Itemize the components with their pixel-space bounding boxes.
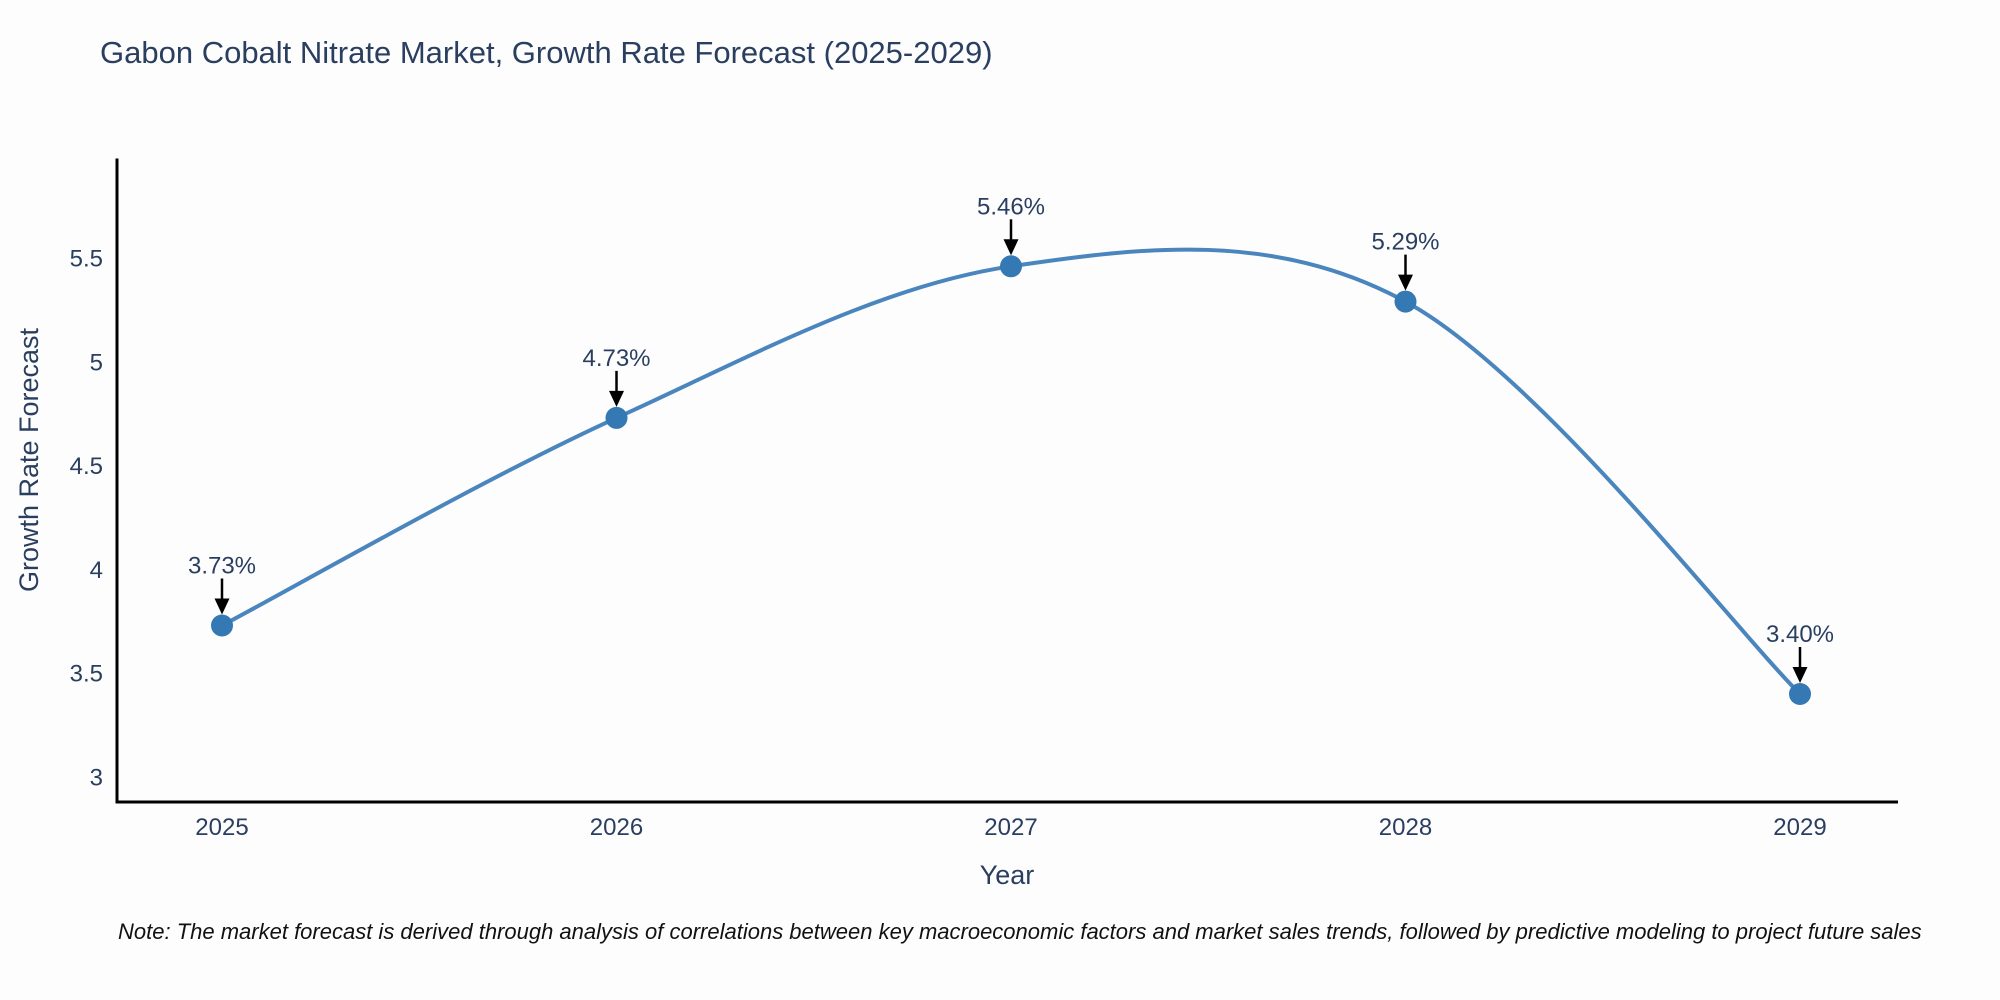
annotation: 5.29%: [1371, 229, 1440, 291]
note-text: Note: The market forecast is derived thr…: [118, 919, 1922, 944]
y-axis-title: Growth Rate Forecast: [14, 327, 44, 592]
data-point-marker: [211, 614, 233, 637]
series-markers: [211, 255, 1811, 705]
series-line: [220, 247, 1802, 696]
x-tick-label: 2029: [1773, 814, 1826, 841]
annotation-arrowhead: [1003, 239, 1019, 256]
x-tick-label: 2026: [590, 814, 643, 841]
annotation-arrowhead: [1792, 667, 1808, 683]
x-tick-label: 2025: [195, 814, 248, 841]
y-tick-label: 4: [90, 557, 103, 584]
y-tick-label: 4.5: [70, 453, 103, 480]
annotation-label: 3.73%: [188, 553, 256, 580]
annotation: 3.73%: [188, 553, 256, 615]
x-axis-title: Year: [980, 860, 1035, 890]
y-tick-label: 5.5: [70, 246, 103, 273]
data-point-marker: [1394, 290, 1417, 313]
annotation: 3.40%: [1766, 621, 1834, 683]
data-point-marker: [1000, 255, 1022, 278]
annotation-arrowhead: [609, 390, 624, 407]
annotations: 3.73% 4.73% 5.46% 5.29% 3.40%: [188, 193, 1834, 683]
x-tick-labels: 2025 2026 2027 2028 2029: [195, 814, 1826, 841]
annotation-label: 5.29%: [1371, 229, 1439, 256]
y-tick-label: 5: [90, 349, 103, 376]
y-tick-label: 3: [90, 765, 103, 792]
annotation: 4.73%: [582, 345, 651, 407]
data-point-marker: [1789, 683, 1811, 705]
annotation-arrowhead: [214, 598, 230, 615]
chart-title: Gabon Cobalt Nitrate Market, Growth Rate…: [100, 35, 993, 70]
annotation-label: 3.40%: [1766, 621, 1834, 648]
data-point-marker: [605, 406, 628, 429]
annotation-label: 5.46%: [977, 193, 1045, 220]
annotation-arrowhead: [1398, 274, 1413, 291]
x-tick-label: 2028: [1379, 814, 1432, 841]
y-tick-labels: 3 3.5 4 4.5 5 5.5: [70, 246, 103, 792]
x-tick-label: 2027: [984, 814, 1037, 841]
y-tick-label: 3.5: [70, 661, 103, 688]
annotation: 5.46%: [977, 193, 1045, 256]
annotation-label: 4.73%: [582, 345, 650, 372]
